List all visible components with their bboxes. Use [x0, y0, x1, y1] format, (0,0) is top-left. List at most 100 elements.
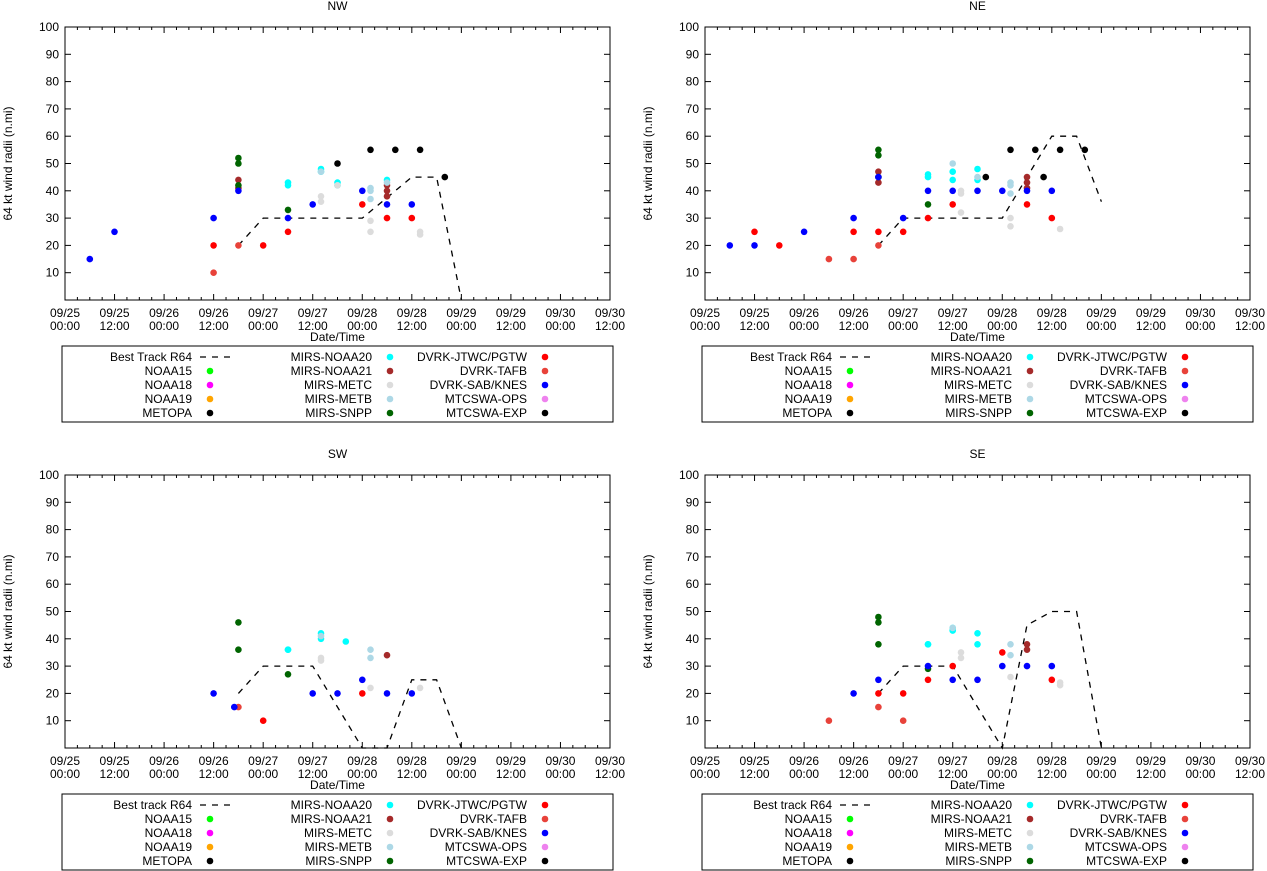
- data-point-dvrk-sab-knes: [974, 676, 981, 684]
- data-point-dvrk-jtwc-pgtw: [751, 228, 758, 236]
- y-tick-label: 20: [686, 238, 700, 252]
- x-tick-label-date: 09/29: [496, 754, 526, 768]
- data-point-mirs-snpp: [875, 146, 882, 154]
- data-point-dvrk-tafb: [899, 717, 907, 724]
- data-point-dvrk-tafb: [825, 255, 833, 263]
- x-tick-label-time: 00:00: [1185, 319, 1215, 333]
- data-point-mirs-noaa21: [383, 187, 391, 195]
- data-point-dvrk-jtwc-pgtw: [359, 690, 366, 697]
- legend-label: NOAA18: [785, 378, 833, 392]
- data-point-dvrk-sab-knes: [1048, 187, 1056, 195]
- data-point-mirs-metb: [1007, 641, 1014, 648]
- data-point-mirs-metc: [367, 228, 374, 236]
- y-tick-label: 50: [686, 605, 700, 619]
- data-point-mirs-metc: [367, 217, 374, 225]
- legend-label: NOAA18: [785, 826, 833, 840]
- y-tick-label: 80: [686, 75, 700, 89]
- legend-marker-mirs-noaa20: [1026, 353, 1034, 361]
- data-point-mtcswa-exp: [367, 146, 374, 154]
- legend-marker-mirs-metb: [1026, 395, 1034, 403]
- data-point-dvrk-sab-knes: [726, 242, 734, 249]
- legend-label: METOPA: [142, 854, 192, 868]
- data-point-dvrk-sab-knes: [111, 228, 118, 236]
- legend-marker-noaa19: [206, 395, 214, 403]
- data-point-mirs-noaa20: [924, 173, 932, 181]
- y-tick-label: 40: [46, 632, 60, 646]
- x-tick-label-date: 09/28: [1037, 306, 1067, 320]
- legend-label: NOAA19: [145, 840, 193, 854]
- data-point-mirs-snpp: [284, 671, 292, 678]
- x-tick-label-time: 00:00: [690, 319, 720, 333]
- y-axis-label: 64 kt wind radii (n.mi): [641, 106, 655, 220]
- data-point-mirs-noaa20: [284, 182, 292, 189]
- legend-label: Best Track R64: [750, 350, 832, 364]
- chart-panel-se: SE10203040506070809010009/2500:0009/2512…: [641, 447, 1265, 871]
- legend-label: METOPA: [782, 406, 832, 420]
- x-tick-label-date: 09/27: [938, 754, 968, 768]
- x-tick-label-time: 12:00: [1136, 319, 1166, 333]
- x-tick-label-time: 12:00: [938, 767, 968, 781]
- y-tick-label: 20: [46, 686, 60, 700]
- x-tick-label-time: 12:00: [1037, 319, 1067, 333]
- x-tick-label-date: 09/25: [740, 754, 770, 768]
- legend-marker-mtcswa-ops: [541, 395, 549, 403]
- x-tick-label-time: 12:00: [839, 767, 869, 781]
- legend-label: DVRK-TAFB: [1100, 812, 1167, 826]
- data-point-dvrk-sab-knes: [86, 255, 94, 263]
- x-tick-label-date: 09/26: [789, 306, 819, 320]
- y-tick-label: 90: [46, 47, 60, 61]
- legend-label: DVRK-SAB/KNES: [1070, 378, 1167, 392]
- x-tick-label-date: 09/30: [1185, 306, 1215, 320]
- data-point-mirs-metb: [1007, 651, 1014, 659]
- x-tick-label-date: 09/29: [1086, 754, 1116, 768]
- data-point-dvrk-jtwc-pgtw: [949, 662, 956, 670]
- legend-label: NOAA18: [145, 378, 193, 392]
- data-point-mirs-metc: [334, 182, 341, 189]
- legend-label: NOAA15: [785, 364, 833, 378]
- legend-label: MIRS-METB: [945, 840, 1012, 854]
- legend-marker-mirs-metb: [1026, 843, 1034, 851]
- legend-marker-mirs-noaa20: [386, 353, 394, 361]
- data-point-dvrk-sab-knes: [924, 187, 932, 195]
- data-point-mirs-noaa20: [924, 641, 932, 648]
- data-point-dvrk-sab-knes: [800, 228, 808, 236]
- x-tick-label-time: 00:00: [248, 767, 278, 781]
- legend-label: MIRS-SNPP: [305, 406, 372, 420]
- legend-label: Best Track R64: [110, 350, 192, 364]
- legend-marker-mtcswa-ops: [541, 843, 549, 851]
- x-tick-label-time: 00:00: [1185, 767, 1215, 781]
- y-tick-label: 40: [686, 184, 700, 198]
- legend-label: NOAA15: [785, 812, 833, 826]
- y-axis-label: 64 kt wind radii (n.mi): [1, 554, 15, 668]
- legend-label: MIRS-NOAA21: [931, 812, 1013, 826]
- best-track-line: [237, 176, 463, 301]
- y-tick-label: 90: [686, 47, 700, 61]
- data-point-dvrk-sab-knes: [235, 187, 242, 195]
- data-point-dvrk-sab-knes: [210, 690, 217, 697]
- x-tick-label-time: 12:00: [100, 319, 130, 333]
- x-tick-label-time: 00:00: [50, 319, 80, 333]
- x-tick-label-time: 12:00: [100, 767, 130, 781]
- data-point-dvrk-jtwc-pgtw: [924, 214, 932, 222]
- legend-marker-mirs-noaa20: [386, 801, 394, 809]
- best-track-line: [877, 135, 1103, 246]
- data-point-dvrk-sab-knes: [1023, 662, 1031, 670]
- y-tick-label: 70: [46, 550, 60, 564]
- x-tick-label-date: 09/30: [1235, 306, 1265, 320]
- data-point-dvrk-jtwc-pgtw: [899, 228, 907, 236]
- data-point-dvrk-sab-knes: [284, 214, 292, 222]
- x-tick-label-date: 09/29: [446, 306, 476, 320]
- x-tick-label-date: 09/27: [248, 754, 278, 768]
- data-point-mirs-metc: [317, 193, 325, 200]
- legend-marker-mirs-metb: [386, 395, 394, 403]
- x-tick-label-time: 00:00: [50, 767, 80, 781]
- legend-marker-noaa18: [206, 381, 214, 389]
- legend-frame: [701, 345, 1254, 423]
- legend-label: DVRK-TAFB: [1100, 364, 1167, 378]
- legend-label: MIRS-NOAA20: [291, 798, 373, 812]
- data-point-dvrk-sab-knes: [408, 201, 416, 208]
- data-point-mirs-metc: [1007, 214, 1014, 222]
- chart-title: NW: [328, 0, 349, 13]
- legend-label: MIRS-METB: [305, 840, 372, 854]
